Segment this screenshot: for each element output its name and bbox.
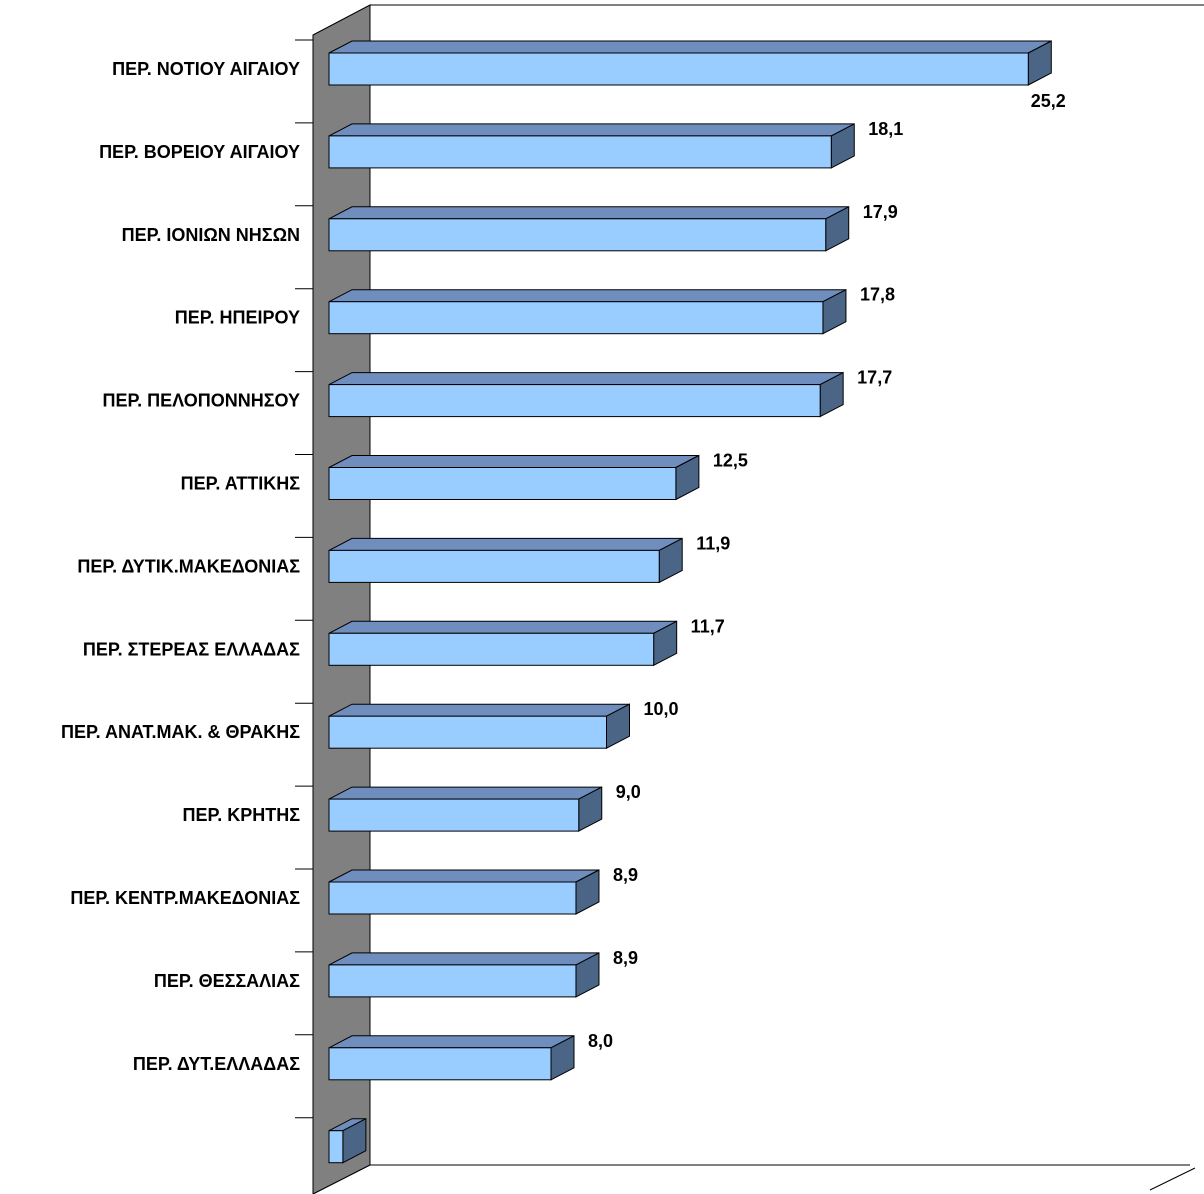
category-label: ΠΕΡ. ΗΠΕΙΡΟΥ (175, 308, 300, 328)
value-label: 11,9 (696, 533, 730, 553)
bar (328, 537, 683, 584)
bar-top-face (328, 869, 600, 883)
category-label: ΠΕΡ. ΘΕΣΣΑΛΙΑΣ (154, 971, 300, 991)
bar-front-face (328, 549, 660, 583)
bar-top-face (328, 206, 849, 220)
bar-top-face (328, 1035, 575, 1049)
bar-front-face (328, 52, 1029, 86)
value-label: 17,7 (857, 368, 892, 388)
category-label: ΠΕΡ. ΙΟΝΙΩΝ ΝΗΣΩΝ (122, 225, 300, 245)
category-label: ΠΕΡ. ΑΤΤΙΚΗΣ (181, 474, 301, 494)
bar (328, 952, 600, 998)
bar-top-face (328, 537, 683, 551)
chart-labels: ΠΕΡ. ΝΟΤΙΟΥ ΑΙΓΑΙΟΥ 25,2 ΠΕΡ. ΒΟΡΕΙΟΥ ΑΙΓΑ… (61, 59, 1066, 1074)
bar-front-face (328, 467, 677, 500)
bar (328, 786, 603, 832)
bar-front-face (328, 135, 832, 169)
bar (328, 288, 847, 335)
bar (328, 869, 600, 915)
bar-top-face (328, 123, 855, 137)
chart-walls (295, 4, 1204, 1194)
bar-front-face (328, 1047, 552, 1081)
category-label: ΠΕΡ. ΔΥΤΙΚ.ΜΑΚΕΔΟΝΙΑΣ (77, 556, 300, 576)
value-label: 12,5 (713, 451, 748, 471)
bar (328, 371, 844, 418)
bar-top-face (328, 289, 847, 303)
value-label: 25,2 (1031, 91, 1066, 111)
bar-front-face (328, 964, 577, 998)
value-label: 17,9 (863, 202, 898, 222)
bar-front-face (328, 632, 655, 666)
chart-bars (328, 40, 1052, 1164)
bar-front-face (328, 1130, 344, 1164)
bar (328, 123, 855, 169)
bar-top-face (328, 455, 700, 468)
value-label: 8,9 (613, 948, 638, 968)
bar (328, 1117, 367, 1164)
bar (328, 703, 630, 750)
bar-top-face (328, 372, 844, 386)
bar-top-face (328, 620, 677, 634)
category-label: ΠΕΡ. ΝΟΤΙΟΥ ΑΙΓΑΙΟΥ (112, 59, 300, 79)
bar (328, 205, 850, 252)
bar (328, 40, 1052, 86)
bar-top-face (328, 703, 630, 717)
bar-front-face (328, 218, 827, 252)
value-label: 18,1 (868, 119, 903, 139)
category-label: ΠΕΡ. ΚΕΝΤΡ.ΜΑΚΕΔΟΝΙΑΣ (70, 888, 300, 908)
value-label: 11,7 (691, 616, 725, 636)
bar-front-face (328, 881, 577, 915)
side-wall (312, 4, 371, 1194)
category-label: ΠΕΡ. ΠΕΛΟΠΟΝΝΗΣΟΥ (102, 391, 300, 411)
value-label: 8,9 (613, 865, 638, 885)
bar-front-face (328, 715, 607, 749)
bar-front-face (328, 384, 821, 418)
bar-front-face (328, 798, 580, 832)
bar (328, 454, 700, 501)
value-label: 8,0 (588, 1031, 613, 1051)
category-label: ΠΕΡ. ΑΝΑΤ.ΜΑΚ. & ΘΡΑΚΗΣ (61, 722, 300, 742)
category-label: ΠΕΡ. ΒΟΡΕΙΟΥ ΑΙΓΑΙΟΥ (99, 142, 300, 162)
bar-top-face (328, 786, 602, 800)
bar-front-face (328, 301, 824, 335)
bar (328, 620, 678, 667)
value-label: 17,8 (860, 285, 895, 305)
value-label: 9,0 (616, 782, 641, 802)
category-label: ΠΕΡ. ΚΡΗΤΗΣ (182, 805, 300, 825)
bar-top-face (328, 952, 600, 966)
category-label: ΠΕΡ. ΔΥΤ.ΕΛΛΑΔΑΣ (133, 1054, 300, 1074)
value-label: 10,0 (644, 699, 679, 719)
category-label: ΠΕΡ. ΣΤΕΡΕΑΣ ΕΛΛΑΔΑΣ (83, 639, 300, 659)
bar (328, 1034, 575, 1081)
floor-right-edge (1149, 1167, 1196, 1191)
bar-top-face (328, 40, 1052, 54)
